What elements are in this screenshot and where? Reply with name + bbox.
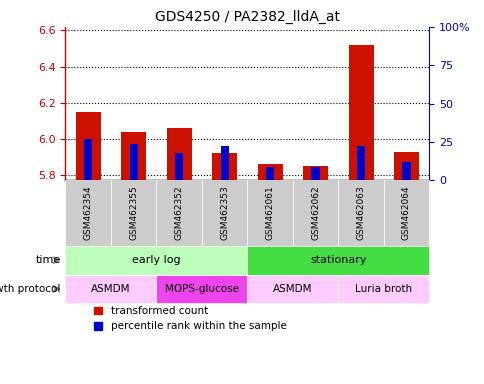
Bar bbox=[212, 153, 237, 180]
Bar bbox=[76, 112, 101, 180]
Text: GSM462355: GSM462355 bbox=[129, 186, 138, 240]
Text: time: time bbox=[35, 255, 60, 265]
Legend: transformed count, percentile rank within the sample: transformed count, percentile rank withi… bbox=[90, 302, 290, 336]
Text: ASMDM: ASMDM bbox=[272, 284, 312, 294]
Text: Luria broth: Luria broth bbox=[354, 284, 411, 294]
Bar bbox=[311, 167, 319, 180]
Text: MOPS-glucose: MOPS-glucose bbox=[165, 284, 239, 294]
Bar bbox=[302, 166, 327, 180]
Text: GSM462352: GSM462352 bbox=[174, 186, 183, 240]
Text: stationary: stationary bbox=[309, 255, 366, 265]
Bar bbox=[129, 144, 137, 180]
Bar bbox=[402, 162, 410, 180]
Bar bbox=[265, 167, 273, 180]
Title: GDS4250 / PA2382_lldA_at: GDS4250 / PA2382_lldA_at bbox=[154, 10, 339, 25]
Bar bbox=[166, 128, 191, 180]
Text: GSM462354: GSM462354 bbox=[84, 186, 92, 240]
Bar bbox=[356, 146, 364, 180]
Text: early log: early log bbox=[132, 255, 181, 265]
Bar bbox=[348, 45, 373, 180]
Text: GSM462064: GSM462064 bbox=[401, 186, 410, 240]
Text: GSM462353: GSM462353 bbox=[220, 186, 228, 240]
Text: GSM462063: GSM462063 bbox=[356, 186, 365, 240]
Bar bbox=[257, 164, 282, 180]
Bar bbox=[220, 146, 228, 180]
Bar bbox=[84, 139, 92, 180]
Bar bbox=[121, 132, 146, 180]
Bar bbox=[175, 153, 183, 180]
Text: growth protocol: growth protocol bbox=[0, 284, 60, 294]
Text: ASMDM: ASMDM bbox=[91, 284, 130, 294]
Text: GSM462062: GSM462062 bbox=[310, 186, 319, 240]
Text: GSM462061: GSM462061 bbox=[265, 186, 274, 240]
Bar bbox=[393, 152, 418, 180]
